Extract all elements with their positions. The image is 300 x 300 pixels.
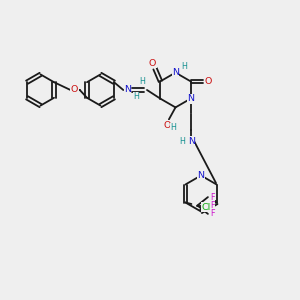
Text: O: O bbox=[205, 77, 212, 86]
Text: N: N bbox=[172, 68, 179, 77]
Text: Cl: Cl bbox=[202, 202, 211, 211]
Text: N: N bbox=[197, 171, 205, 180]
Text: N: N bbox=[188, 137, 195, 146]
Text: H: H bbox=[133, 92, 139, 101]
Text: F: F bbox=[210, 209, 215, 218]
Text: N: N bbox=[187, 94, 194, 103]
Text: H: H bbox=[182, 62, 188, 71]
Text: O: O bbox=[149, 59, 156, 68]
Text: H: H bbox=[139, 77, 145, 86]
Text: F: F bbox=[210, 193, 215, 202]
Text: H: H bbox=[179, 137, 185, 146]
Text: H: H bbox=[170, 123, 176, 132]
Text: N: N bbox=[124, 85, 131, 94]
Text: O: O bbox=[164, 121, 171, 130]
Text: O: O bbox=[71, 85, 78, 94]
Text: F: F bbox=[210, 201, 215, 210]
